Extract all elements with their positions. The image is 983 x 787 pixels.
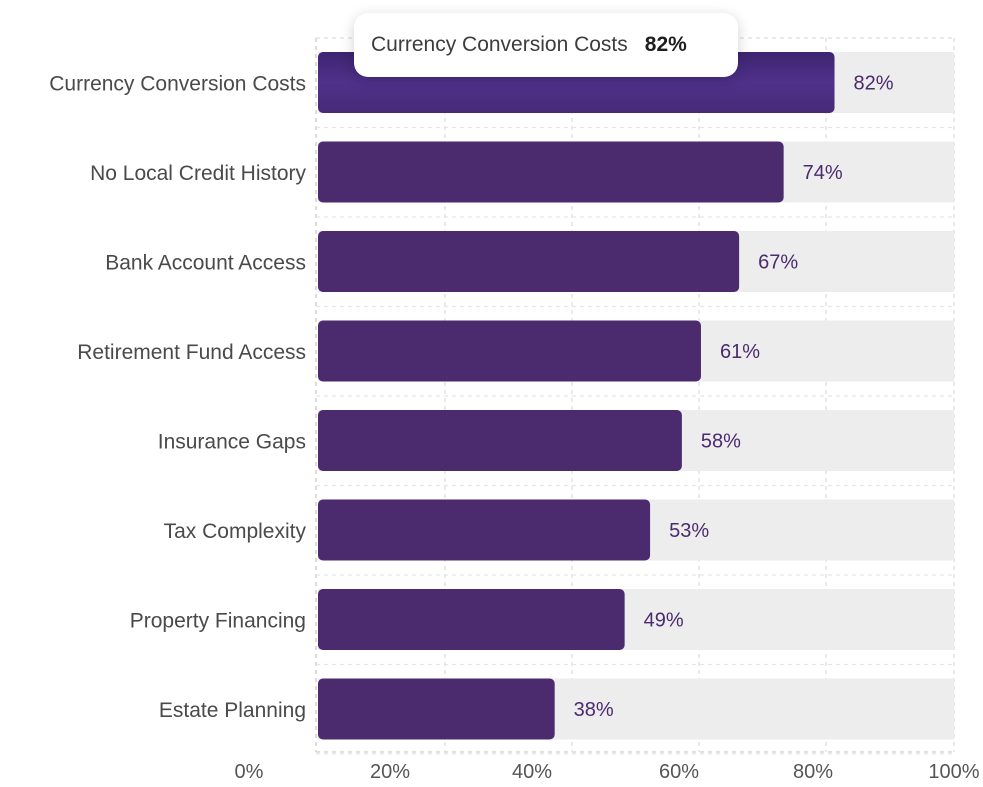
category-label: No Local Credit History xyxy=(90,162,306,185)
x-tick-label: 20% xyxy=(370,761,410,783)
tooltip-value: 82% xyxy=(644,33,687,56)
category-label: Bank Account Access xyxy=(105,252,306,275)
category-label: Estate Planning xyxy=(159,699,306,722)
tooltip-category: Currency Conversion Costs xyxy=(371,33,628,56)
bar-value-label: 82% xyxy=(854,73,894,95)
bar-value-label: 53% xyxy=(669,520,709,542)
bar[interactable] xyxy=(318,231,740,292)
bar-value-label: 38% xyxy=(574,699,614,721)
bar[interactable] xyxy=(318,678,555,740)
category-label: Currency Conversion Costs xyxy=(49,73,306,96)
category-label: Insurance Gaps xyxy=(158,431,306,454)
bar-value-label: 74% xyxy=(803,162,843,184)
category-labels: Currency Conversion Costs No Local Credit… xyxy=(49,73,306,723)
category-label: Retirement Fund Access xyxy=(77,341,306,364)
bar[interactable] xyxy=(318,141,784,203)
bars: 82% 74% 67% 61% 58% 53% 49% 38% xyxy=(318,52,954,740)
x-tick-label: 60% xyxy=(659,761,699,783)
bar-value-label: 67% xyxy=(758,252,798,274)
x-tick-label: 0% xyxy=(235,761,264,783)
bar[interactable] xyxy=(318,589,625,650)
tooltip: Currency Conversion Costs 82% xyxy=(354,13,738,77)
bar[interactable] xyxy=(318,320,701,382)
category-label: Property Financing xyxy=(130,610,306,633)
x-axis-ticks: 0% 20% 40% 60% 80% 100% xyxy=(235,761,980,783)
x-tick-label: 40% xyxy=(512,761,552,783)
bar-value-label: 61% xyxy=(720,341,760,363)
bar-value-label: 58% xyxy=(701,431,741,453)
bar[interactable] xyxy=(318,410,682,471)
x-tick-label: 80% xyxy=(793,761,833,783)
x-tick-label: 100% xyxy=(928,761,979,783)
bar-value-label: 49% xyxy=(644,610,684,632)
bar[interactable] xyxy=(318,499,651,561)
category-label: Tax Complexity xyxy=(164,520,307,543)
